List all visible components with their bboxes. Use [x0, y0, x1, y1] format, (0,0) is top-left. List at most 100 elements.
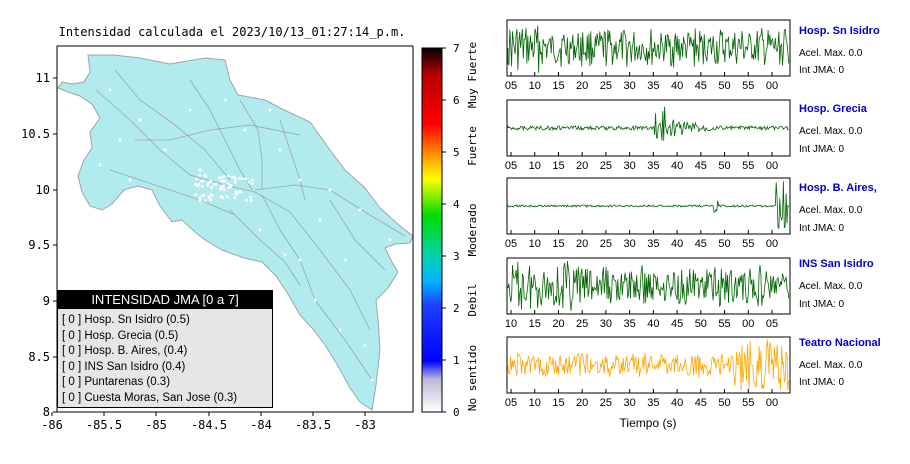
waveform-x-tick-label: 05: [766, 318, 778, 330]
waveform-x-tick-label: 50: [718, 238, 730, 250]
colorbar-tick-label: 4: [453, 198, 460, 211]
colorbar-category-label: Debil: [466, 283, 479, 316]
costa-rica-map: [57, 54, 413, 411]
town-marker: [258, 228, 262, 232]
station-name: Hosp. Sn Isidro: [799, 25, 880, 37]
waveform-x-tick-label: 55: [742, 238, 754, 250]
town-marker: [148, 198, 152, 202]
town-marker: [188, 108, 192, 112]
waveform-x-tick-label: 00: [766, 397, 778, 409]
town-marker: [98, 163, 102, 167]
waveform-x-tick-label: 40: [671, 397, 683, 409]
town-marker: [194, 183, 197, 186]
town-marker: [197, 182, 201, 186]
map-y-tick-label: 9: [43, 294, 50, 308]
waveform-panel: 05 10 15 20 25 30 35 40 45 50 55 00: [505, 99, 791, 172]
map-y-tick-label: 8: [43, 405, 50, 419]
land-polygon: [57, 54, 413, 411]
waveform-x-tick-label: 40: [671, 160, 683, 172]
waveform-x-tick-label: 35: [647, 80, 659, 92]
town-markers: [98, 88, 392, 382]
map-y-tick-label: 11: [36, 71, 50, 85]
town-marker: [223, 175, 227, 178]
waveform-x-tick-label: 00: [766, 238, 778, 250]
town-marker: [222, 184, 226, 188]
map-x-tick-label: -84.5: [191, 418, 227, 432]
waveform-x-tick-label: 20: [576, 80, 588, 92]
waveform-x-tick-label: 35: [647, 238, 659, 250]
waveform-x-tick-label: 25: [600, 80, 612, 92]
waveform-x-tick-label: 55: [742, 160, 754, 172]
waveform-x-tick-label: 30: [624, 397, 636, 409]
waveform-x-tick-label: 00: [766, 80, 778, 92]
town-marker: [195, 177, 198, 181]
town-marker: [138, 118, 142, 122]
colorbar-tick-label: 7: [453, 42, 460, 55]
waveform-x-tick-label: 00: [766, 160, 778, 172]
waveform-x-tick-label: 05: [505, 80, 517, 92]
town-marker: [225, 195, 229, 199]
waveform-x-tick-label: 45: [695, 80, 707, 92]
colorbar-tick-label: 2: [453, 302, 460, 315]
waveform-x-tick-label: 05: [505, 238, 517, 250]
waveform-x-tick-label: 25: [600, 160, 612, 172]
town-marker: [220, 175, 224, 179]
map-x-tick-label: -83: [354, 418, 376, 432]
town-marker: [228, 185, 232, 189]
town-marker: [388, 238, 392, 242]
waveform-x-tick-label: 15: [552, 397, 564, 409]
waveform-x-tick-label: 35: [647, 397, 659, 409]
town-marker: [244, 177, 248, 181]
town-marker: [249, 198, 253, 202]
waveform-x-tick-label: 35: [624, 318, 636, 330]
waveform-x-tick-label: 10: [529, 160, 541, 172]
waveform-x-tick-label: 20: [552, 318, 564, 330]
station-intensity: Int JMA: 0: [799, 144, 845, 155]
town-marker: [223, 98, 227, 102]
colorbar-category-labels: No sentido Debil Moderado Fuerte Muy Fuerte: [466, 42, 479, 411]
map-y-tick-label: 9.5: [28, 238, 50, 252]
waveform-x-tick-label: 10: [505, 318, 517, 330]
town-marker: [283, 253, 287, 257]
town-marker: [207, 181, 211, 185]
waveform-x-tick-label: 50: [695, 318, 707, 330]
waveform-x-tick-label: 20: [576, 397, 588, 409]
map-frame: [56, 45, 414, 413]
map-y-tick-label: 10: [36, 183, 50, 197]
waveform-x-tick-label: 10: [529, 397, 541, 409]
town-marker: [201, 194, 204, 198]
town-marker: [233, 177, 237, 181]
intensity-legend: INTENSIDAD JMA [0 a 7] [ 0 ] Hosp. Sn Is…: [57, 290, 273, 408]
waveform-x-tick-label: 40: [671, 238, 683, 250]
waveform-x-tick-label: 50: [718, 397, 730, 409]
station-intensity: Int JMA: 0: [799, 223, 845, 234]
town-marker: [247, 180, 251, 184]
town-marker: [328, 188, 332, 192]
town-marker: [209, 198, 213, 202]
waveform-trace: [507, 260, 790, 311]
station-name: Hosp. B. Aires,: [799, 182, 877, 194]
colorbar-category-label: Fuerte: [466, 126, 479, 166]
legend-item: [ 0 ] Hosp. B. Aires, (0.4): [62, 345, 188, 357]
waveform-x-tick-label: 50: [718, 160, 730, 172]
waveform-panel: 05 10 15 20 25 30 35 40 45 50 55 00: [505, 336, 791, 409]
map-x-tick-label: -84: [250, 418, 272, 432]
colorbar-category-label: Muy Fuerte: [466, 42, 479, 108]
colorbar-category-label: Moderado: [466, 204, 479, 257]
waveform-panels: 05 10 15 20 25 30 35 40 45 50 55 00 05 10 15 20 25 30 35 40…: [505, 19, 791, 409]
waveform-x-tick-label: 55: [718, 318, 730, 330]
town-marker: [298, 178, 302, 182]
waveform-x-tick-label: 15: [552, 160, 564, 172]
map-x-tick-label: -86: [41, 418, 63, 432]
legend-item: [ 0 ] INS San Isidro (0.4): [62, 360, 186, 373]
town-marker: [221, 196, 224, 200]
station-name: Hosp. Grecia: [799, 103, 867, 115]
town-marker: [313, 298, 317, 302]
town-marker: [231, 175, 234, 179]
waveform-trace: [507, 106, 789, 141]
waveform-x-tick-label: 40: [671, 80, 683, 92]
town-marker: [201, 179, 205, 183]
town-marker: [338, 328, 342, 332]
town-marker: [278, 148, 282, 152]
